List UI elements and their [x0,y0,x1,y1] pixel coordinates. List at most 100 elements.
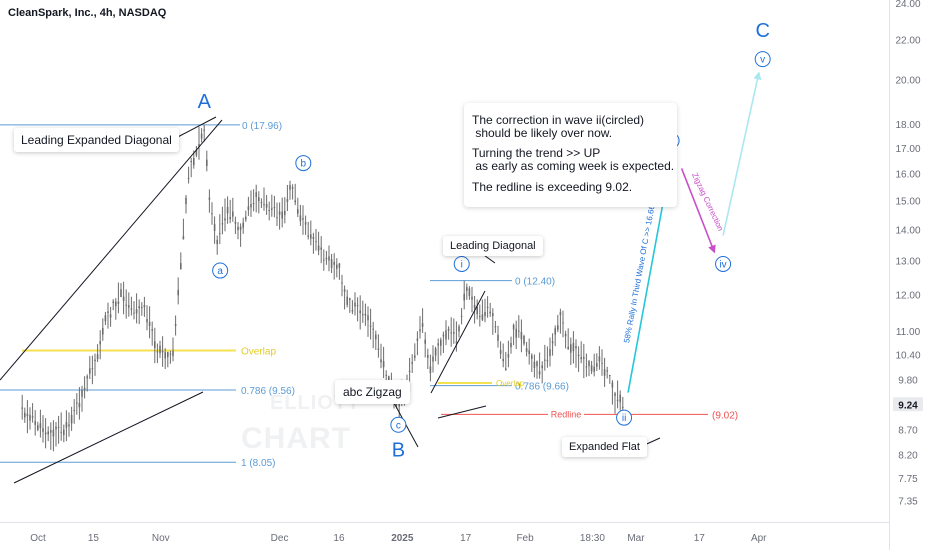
candle-body [104,315,107,322]
candle-body [447,328,450,331]
candle-body [193,158,195,165]
candle-body [442,334,445,337]
candle-body [94,359,96,362]
candle-body [445,330,447,340]
wave-label-i: i [461,259,463,270]
candle-body [252,203,255,204]
candle-body [278,211,281,215]
candle-body [24,412,26,418]
candle-body [130,308,133,310]
candle-body [78,403,81,408]
leading-diagonal-lower-line [437,405,487,419]
label-leading-diagonal[interactable]: Leading Diagonal [443,236,543,256]
candle-body [596,363,598,367]
candle-body [583,357,585,359]
candle-body [21,407,23,409]
candle-body [609,374,611,376]
candle-body [299,215,302,222]
wave-circle-c [390,416,407,433]
candle-body [133,312,135,314]
leading-diagonal-upper-line [430,290,486,394]
candle-body [247,206,250,210]
candle-body [385,374,387,376]
candle-body [109,314,112,318]
candle-body [65,422,68,428]
wave-label-iv: iv [719,259,726,270]
candle-body [497,334,499,341]
price-tick-label: 18.00 [895,120,920,131]
note-line1: The correction in wave ii(circled) [472,113,645,127]
candle-body [518,330,520,332]
candle-body [198,144,200,147]
price-tick-label: 7.35 [898,496,918,507]
label-leading-expanded-diagonal[interactable]: Leading Expanded Diagonal [14,128,179,152]
candle-body [312,237,315,239]
candle-body [208,197,211,200]
candle-body [473,305,476,308]
candle-body [273,207,276,209]
label-abc-zigzag[interactable]: abc Zigzag [335,380,410,404]
time-axis: Oct 15 Nov Dec 16 2025 17 Feb 18:30 Mar 17 Apr [30,533,767,544]
candle-body [450,332,452,334]
candle-body [372,328,374,330]
candle-body [154,341,156,349]
candle-body [577,354,580,357]
diagonal-upper-trendline [0,119,223,381]
candle-body [458,326,460,332]
candle-body [585,366,588,368]
candle-body [354,302,356,307]
candle-body [169,353,172,355]
candle-body [52,429,55,437]
overlap-small-label: Overlap [496,379,525,388]
current-price-badge [893,397,923,412]
label-expanded-flat[interactable]: Expanded Flat [562,437,647,457]
candle-body [562,322,564,324]
candle-body [437,343,439,346]
candle-body [128,305,130,308]
candle-body [190,161,192,162]
level-lines: 0 (17.96) 0.786 (9.56) 1 (8.05) Overlap 0 (1… [0,121,738,469]
candle-body [302,218,304,220]
wave-circle-i [453,255,470,272]
wave-label-b: b [301,159,307,170]
note-line5: The redline is exceeding 9.02. [472,180,633,194]
candle-body [112,301,114,303]
candle-body [289,185,291,190]
time-tick-label: Nov [152,533,170,544]
analysis-note[interactable]: The correction in wave ii(circled) shoul… [464,103,677,207]
candle-body [616,399,619,401]
price-tick-label: 17.00 [895,144,920,155]
candle-body [57,426,60,428]
candle-body [89,368,91,374]
candle-body [276,217,278,219]
fib2-level-0-label: 0 (12.40) [515,277,555,288]
candle-body [122,296,125,301]
candle-body [505,368,507,370]
candle-body [115,301,117,307]
wave-label-c: c [396,420,401,431]
fib-level-0-label: 0 (17.96) [242,121,282,132]
price-tick-label: 8.70 [898,426,918,437]
candle-body [377,348,380,350]
candle-body [250,204,252,208]
candle-body [159,345,161,354]
wave-labels: AbacBiiiiiiivvC [198,20,771,461]
candle-body [26,413,29,417]
candle-body [271,208,273,210]
wave-label-C: C [755,20,769,42]
candle-body [39,423,42,429]
fib2-level-786-label: 0.786 (9.66) [515,382,569,393]
candle-body [570,344,572,353]
candle-body [546,360,549,362]
wave-label-a: a [217,266,223,277]
note-line3: Turning the trend >> UP [472,146,601,160]
candle-body [408,370,411,372]
wave-circle-v [754,51,771,68]
time-tick-label: 17 [694,533,706,544]
candle-body [99,341,101,345]
candle-body [42,428,44,432]
candle-body [224,218,226,221]
candle-body [70,414,73,424]
candle-body [593,366,595,372]
price-tick-label: 15.00 [895,197,920,208]
